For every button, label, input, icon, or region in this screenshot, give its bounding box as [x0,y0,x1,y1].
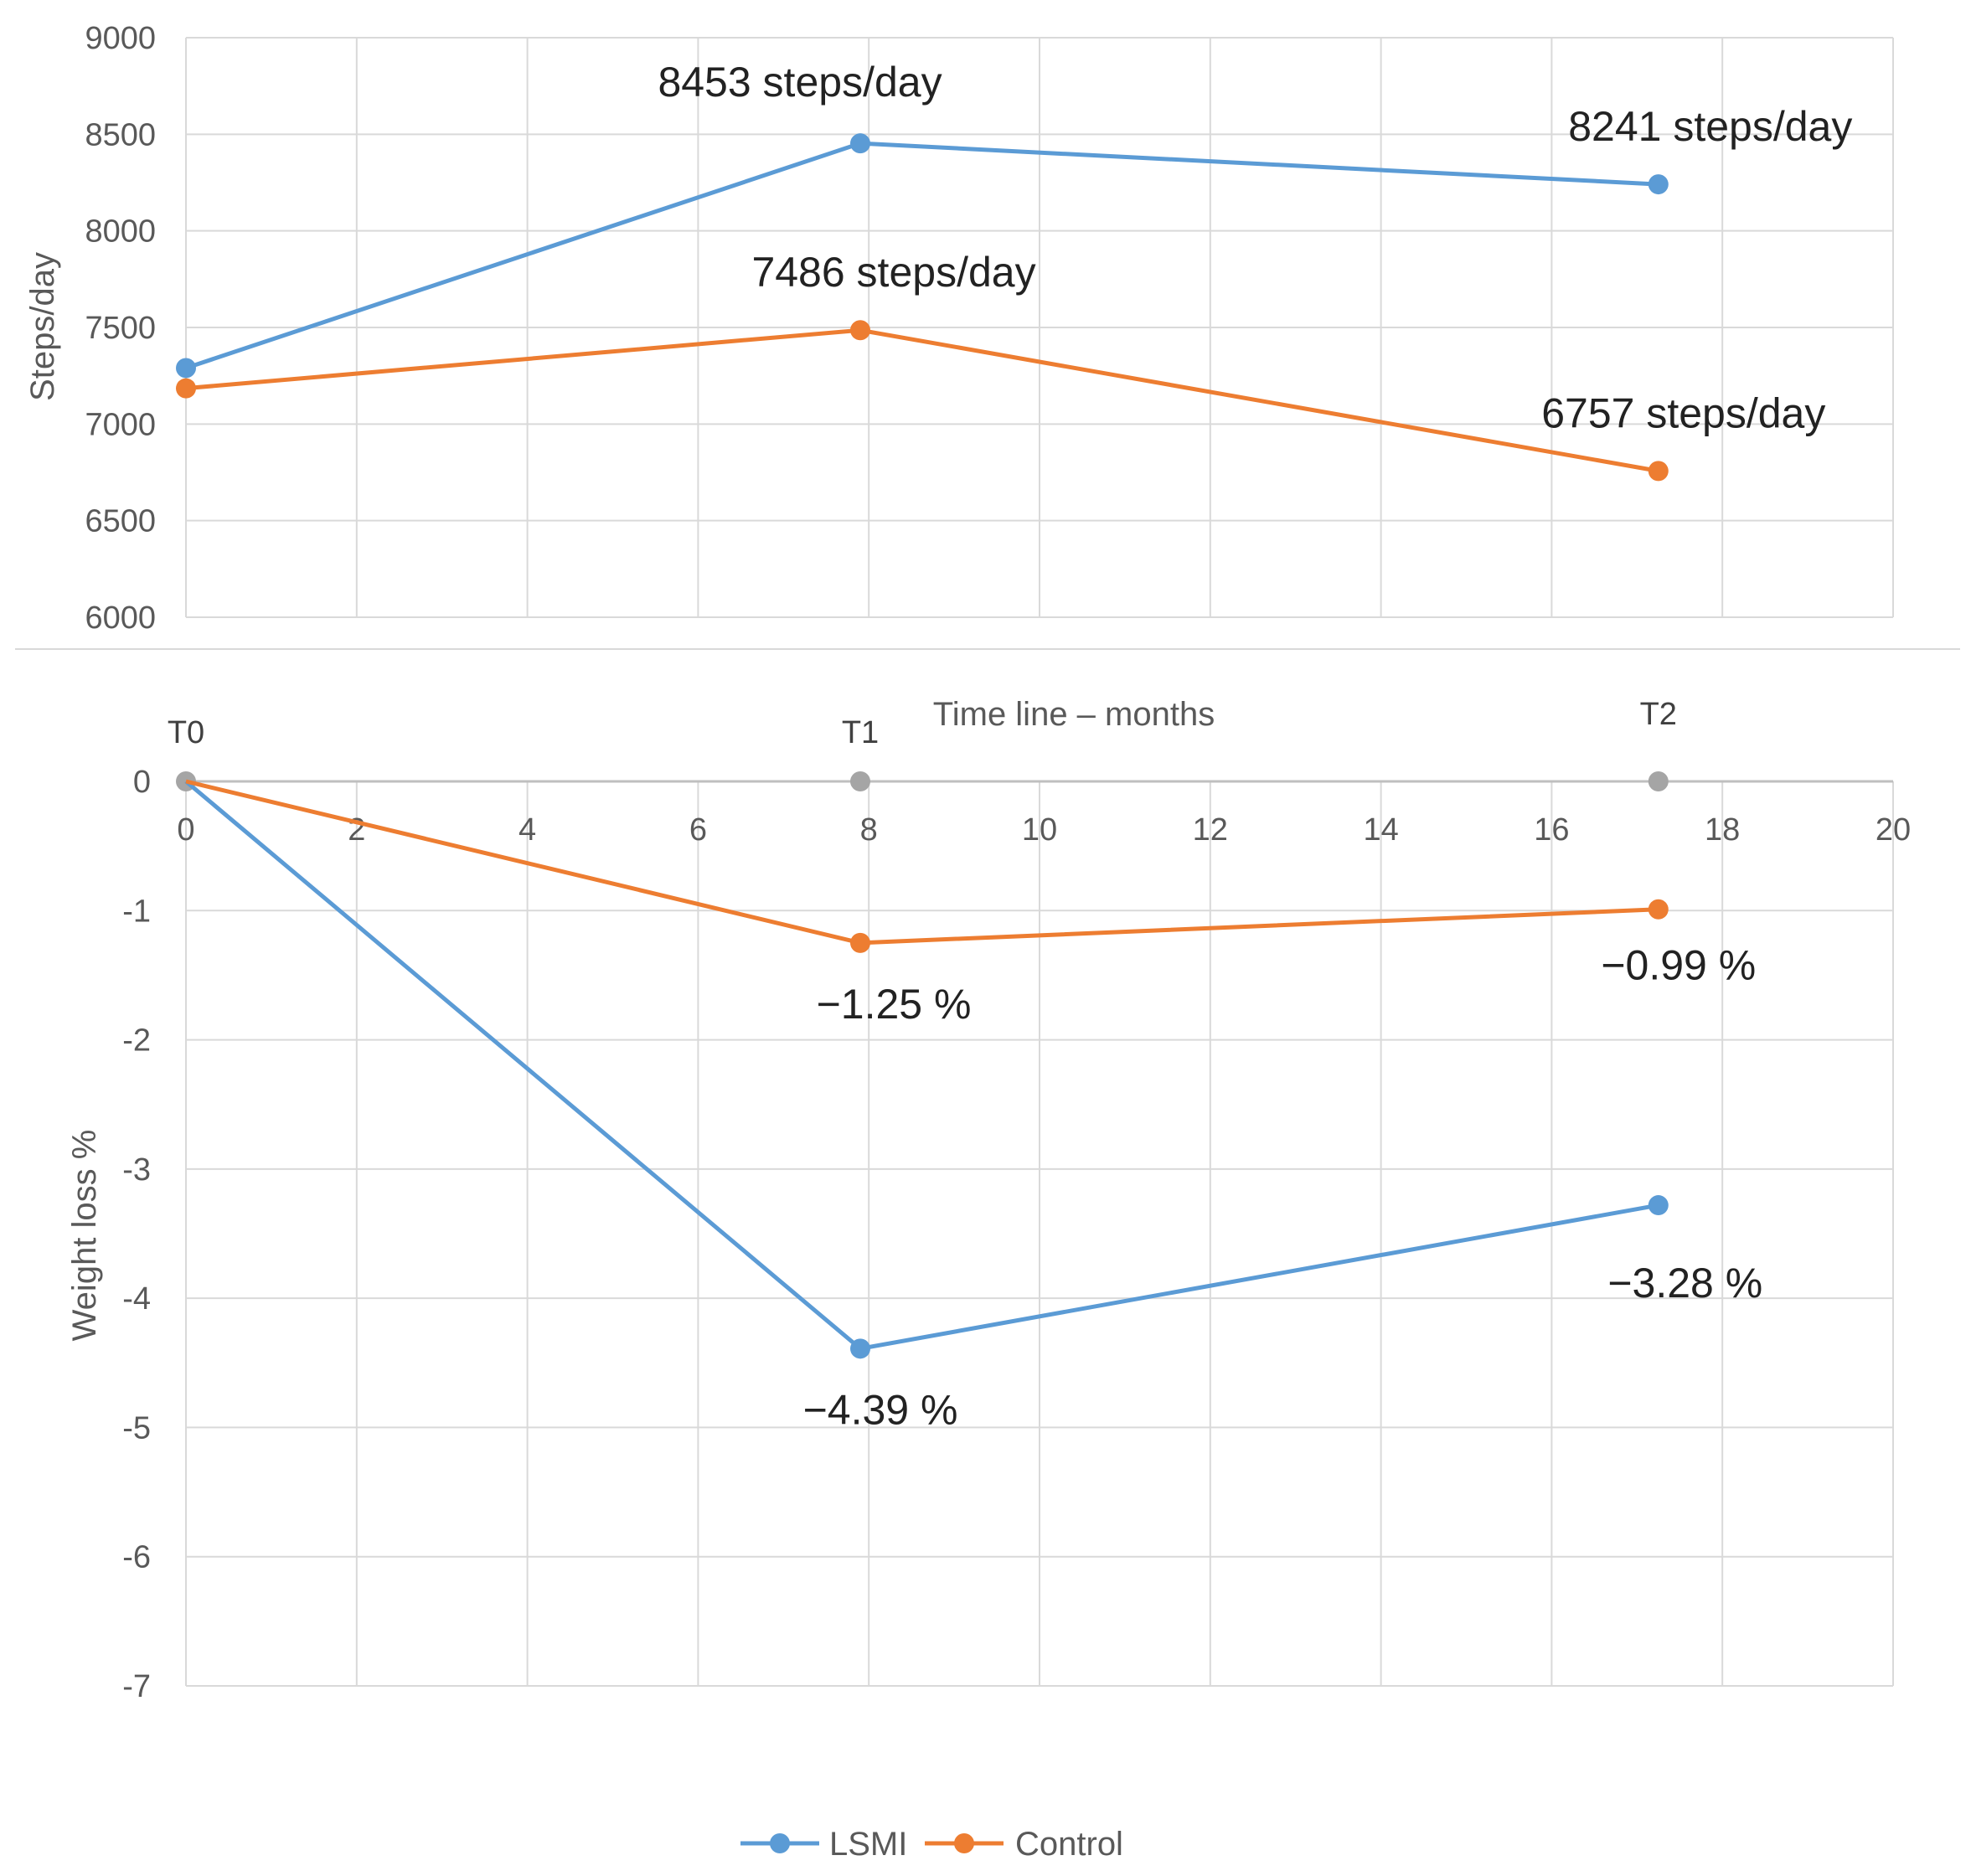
timepoint-marker-t1 [850,771,871,791]
steps-y-tick-label: 8500 [85,117,156,152]
weight-data-label: −3.28 % [1607,1260,1762,1306]
weight-point-control [1648,899,1669,920]
weight-x-tick-label: 20 [1876,812,1911,848]
steps-data-label: 8453 steps/day [658,59,942,106]
timepoint-label-t1: T1 [842,715,879,750]
steps-chart-y-axis-title: Steps/day [24,252,61,401]
weight-x-tick-label: 2 [348,812,365,848]
steps-y-tick-label: 6500 [85,504,156,539]
weight-x-tick-label: 16 [1534,812,1569,848]
steps-point-control [176,378,196,399]
legend: LSMI Control [740,1826,1123,1863]
weight-chart-y-ticks: 0 -1 -2 -3 -4 -5 -6 -7 [122,765,151,1704]
weight-data-label: −0.99 % [1601,942,1756,989]
weight-chart-grid [185,780,1894,1687]
steps-data-label: 8241 steps/day [1568,103,1852,150]
weight-chart: 0 -1 -2 -3 -4 -5 -6 -7 0 2 4 6 8 10 12 14 16 18 20 Time l… [66,696,1911,1704]
weight-x-tick-label: 14 [1363,812,1398,848]
steps-chart-series [176,133,1669,482]
weight-y-tick-label: -7 [122,1669,151,1704]
weight-chart-x-ticks: 0 2 4 6 8 10 12 14 16 18 20 [177,812,1911,848]
steps-y-tick-label: 6000 [85,600,156,636]
weight-point-lsmi [850,1338,871,1359]
steps-data-label: 6757 steps/day [1541,389,1825,436]
weight-x-tick-label: 6 [689,812,707,848]
weight-y-tick-label: -1 [122,894,151,929]
weight-chart-data-labels: −4.39 % −3.28 % −1.25 % −0.99 % [803,942,1763,1434]
weight-line-control [185,779,1659,946]
steps-point-lsmi [850,133,871,154]
steps-chart-data-labels: 8453 steps/day 8241 steps/day 7486 steps/d… [658,59,1852,436]
legend-control-marker [954,1833,974,1853]
legend-item-lsmi: LSMI [740,1826,907,1863]
weight-chart-y-axis-title: Weight loss % [66,1130,103,1342]
steps-y-tick-label: 7000 [85,407,156,442]
weight-y-tick-label: -5 [122,1410,151,1446]
weight-x-tick-label: 12 [1193,812,1228,848]
weight-y-tick-label: -6 [122,1540,151,1575]
legend-lsmi-marker [770,1833,790,1853]
weight-x-tick-label: 0 [177,812,194,848]
steps-chart-y-ticks: 9000 8500 8000 7500 7000 6500 6000 [85,21,156,636]
steps-chart-grid [185,37,1894,618]
weight-line-lsmi [184,780,1659,1351]
steps-y-tick-label: 8000 [85,214,156,250]
legend-lsmi-label: LSMI [829,1826,907,1863]
weight-y-tick-label: -3 [122,1152,151,1188]
legend-item-control: Control [925,1826,1123,1863]
steps-line-control [185,327,1659,473]
weight-data-label: −1.25 % [817,981,972,1028]
weight-y-tick-label: -4 [122,1281,151,1317]
timepoint-label-t0: T0 [168,715,204,750]
steps-point-lsmi [1648,174,1669,195]
weight-x-tick-label: 18 [1705,812,1740,848]
timepoint-marker-t2 [1648,771,1669,791]
weight-chart-timepoints: T0 T1 T2 [168,697,1677,791]
weight-point-lsmi [1648,1195,1669,1216]
weight-chart-series [184,779,1669,1359]
weight-y-tick-label: -2 [122,1023,151,1059]
steps-y-tick-label: 9000 [85,21,156,56]
steps-chart: 9000 8500 8000 7500 7000 6500 6000 Steps/day 8… [24,21,1894,636]
weight-y-tick-label: 0 [133,765,151,800]
timepoint-label-t2: T2 [1640,697,1677,732]
weight-point-control [850,932,871,953]
steps-point-control [850,320,871,341]
steps-data-label: 7486 steps/day [751,249,1035,296]
steps-point-control [1648,461,1669,482]
steps-point-lsmi [176,358,196,379]
weight-x-tick-label: 4 [519,812,536,848]
legend-control-label: Control [1015,1826,1123,1863]
weight-x-tick-label: 8 [860,812,878,848]
weight-chart-x-axis-title: Time line – months [933,696,1215,733]
weight-data-label: −4.39 % [803,1386,958,1433]
weight-x-tick-label: 10 [1022,812,1057,848]
steps-y-tick-label: 7500 [85,311,156,346]
